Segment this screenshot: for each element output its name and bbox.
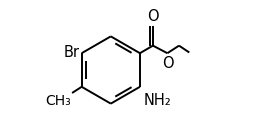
- Text: Br: Br: [64, 45, 80, 60]
- Text: O: O: [147, 9, 159, 24]
- Text: NH₂: NH₂: [143, 93, 171, 108]
- Text: O: O: [162, 56, 174, 71]
- Text: CH₃: CH₃: [45, 94, 71, 108]
